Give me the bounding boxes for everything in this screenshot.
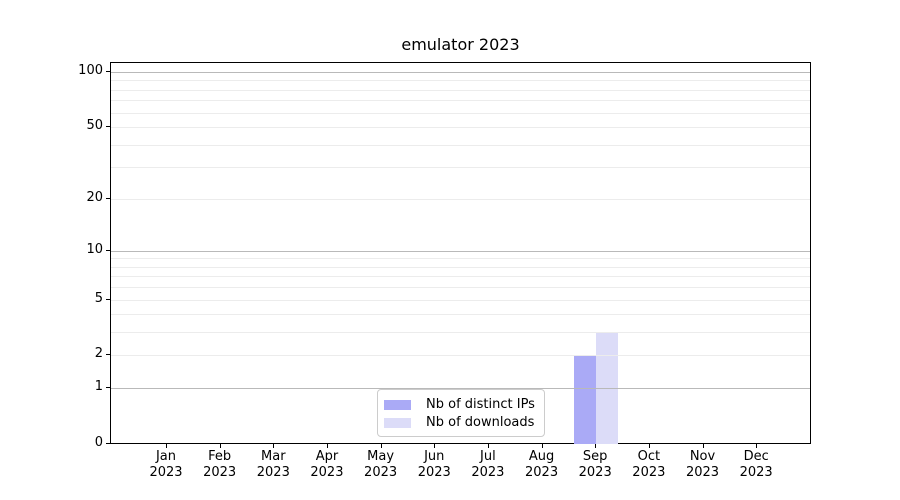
gridline-minor: [111, 89, 810, 91]
y-tick: [106, 198, 110, 199]
x-tick-label-month: May: [367, 449, 395, 464]
bar-distinct-ips: [574, 355, 597, 444]
x-tick: [595, 444, 597, 448]
x-tick: [541, 444, 543, 448]
legend-swatch-distinct-ips: [384, 399, 411, 410]
x-tick: [166, 444, 167, 448]
x-tick-label-year: 2023: [203, 465, 237, 480]
gridline-minor: [111, 198, 810, 200]
y-tick: [106, 387, 110, 388]
y-tick-label: 1: [94, 379, 103, 395]
y-tick-label: 5: [94, 290, 103, 306]
legend: Nb of distinct IPs Nb of downloads: [377, 389, 545, 437]
gridline-minor: [111, 287, 810, 289]
x-tick: [702, 444, 704, 448]
y-tick-label: 2: [94, 346, 103, 362]
gridline-major: [111, 72, 810, 74]
x-tick-label: Aug 2023: [510, 449, 574, 481]
gridline-minor: [111, 299, 810, 301]
x-tick-label: Jan 2023: [134, 449, 198, 481]
x-tick-label-year: 2023: [256, 465, 290, 480]
x-tick: [756, 444, 758, 448]
x-tick-label-year: 2023: [364, 465, 398, 480]
y-tick: [106, 71, 110, 72]
x-tick: [219, 444, 221, 448]
x-tick-label: Mar 2023: [241, 449, 305, 481]
x-tick-label-year: 2023: [310, 465, 344, 480]
x-tick-label-year: 2023: [471, 465, 505, 480]
x-tick-label-year: 2023: [739, 465, 773, 480]
x-tick-label: Feb 2023: [188, 449, 252, 481]
y-tick: [106, 250, 110, 251]
x-tick-label-month: Jan: [155, 449, 177, 464]
y-tick: [106, 354, 110, 355]
x-tick-label: Sep 2023: [563, 449, 627, 481]
x-tick-label: May 2023: [349, 449, 413, 481]
chart-title: emulator 2023: [401, 35, 520, 54]
y-tick-label: 100: [78, 63, 103, 79]
x-tick-label-year: 2023: [417, 465, 451, 480]
gridline-minor: [111, 127, 810, 129]
gridline-minor: [111, 167, 810, 169]
plot-area: [110, 62, 811, 444]
x-tick-label-month: Dec: [743, 449, 769, 464]
x-tick-label-month: Aug: [528, 449, 555, 464]
y-tick: [106, 299, 110, 300]
x-tick: [326, 444, 328, 448]
gridline-minor: [111, 112, 810, 114]
x-tick-label-month: Feb: [208, 449, 232, 464]
y-tick-label: 20: [86, 189, 103, 205]
y-tick-label: 10: [86, 241, 103, 257]
x-tick: [648, 444, 650, 448]
legend-swatch-downloads: [384, 417, 411, 428]
gridline-minor: [111, 266, 810, 268]
x-tick-label: Dec 2023: [724, 449, 788, 481]
gridline-minor: [111, 355, 810, 357]
gridline-major: [111, 250, 810, 252]
x-tick-label-year: 2023: [578, 465, 612, 480]
x-tick-label: Jun 2023: [402, 449, 466, 481]
x-tick-label-month: Mar: [261, 449, 286, 464]
legend-label: Nb of downloads: [426, 415, 535, 430]
x-tick: [434, 444, 436, 448]
x-tick: [273, 444, 275, 448]
x-tick-label-year: 2023: [525, 465, 559, 480]
legend-label: Nb of distinct IPs: [426, 397, 535, 412]
x-tick-label: Oct 2023: [617, 449, 681, 481]
gridline-minor: [111, 258, 810, 260]
gridline-minor: [111, 332, 810, 334]
y-tick: [106, 443, 110, 444]
x-tick-label-month: Nov: [689, 449, 716, 464]
x-tick-label-year: 2023: [685, 465, 720, 480]
x-tick: [487, 444, 489, 448]
x-tick-label-month: Jul: [480, 449, 496, 464]
x-tick-label-year: 2023: [149, 465, 183, 480]
gridline-minor: [111, 80, 810, 82]
x-tick-label-month: Sep: [582, 449, 608, 464]
x-tick-label: Jul 2023: [456, 449, 520, 481]
x-tick-label-month: Apr: [315, 449, 339, 464]
y-tick-label: 50: [86, 118, 103, 134]
legend-row: Nb of distinct IPs: [384, 396, 535, 413]
gridline-minor: [111, 314, 810, 316]
gridline-minor: [111, 100, 810, 102]
gridline-minor: [111, 144, 810, 146]
x-tick-label-month: Jun: [424, 449, 445, 464]
legend-row: Nb of downloads: [384, 414, 535, 431]
y-tick: [106, 126, 110, 127]
x-tick: [380, 444, 382, 448]
gridline-minor: [111, 276, 810, 278]
gridline-major: [111, 388, 810, 390]
y-tick-label: 0: [94, 435, 103, 450]
x-tick-label-month: Oct: [637, 449, 661, 464]
x-tick-label: Apr 2023: [295, 449, 359, 481]
x-tick-label: Nov 2023: [671, 449, 735, 481]
x-tick-label-year: 2023: [632, 465, 666, 480]
